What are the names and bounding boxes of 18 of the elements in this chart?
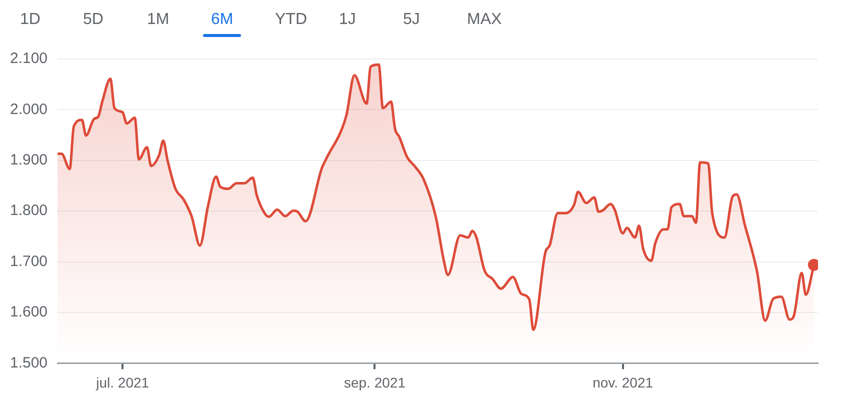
y-tick-label: 1.900 — [10, 152, 48, 169]
text: MAX — [467, 11, 502, 28]
y-tick-label: 2.000 — [10, 100, 48, 118]
text: YTD — [275, 11, 307, 28]
text: 5D — [83, 11, 104, 28]
y-tick-label: 2.100 — [10, 50, 48, 68]
x-tick-label: sep. 2021 — [344, 374, 406, 390]
text: 5J — [403, 11, 420, 28]
text: 1J — [339, 11, 356, 28]
y-tick-label: 1.600 — [10, 304, 48, 321]
text: 1D — [20, 11, 40, 28]
y-tick-label: 1.800 — [10, 202, 48, 220]
y-tick-label: 1.500 — [10, 354, 48, 372]
x-tick-label: nov. 2021 — [592, 374, 654, 390]
x-tick-label: jul. 2021 — [95, 374, 150, 390]
text: 6M — [211, 11, 234, 28]
text: 1M — [147, 11, 170, 28]
y-tick-label: 1.700 — [10, 252, 48, 270]
